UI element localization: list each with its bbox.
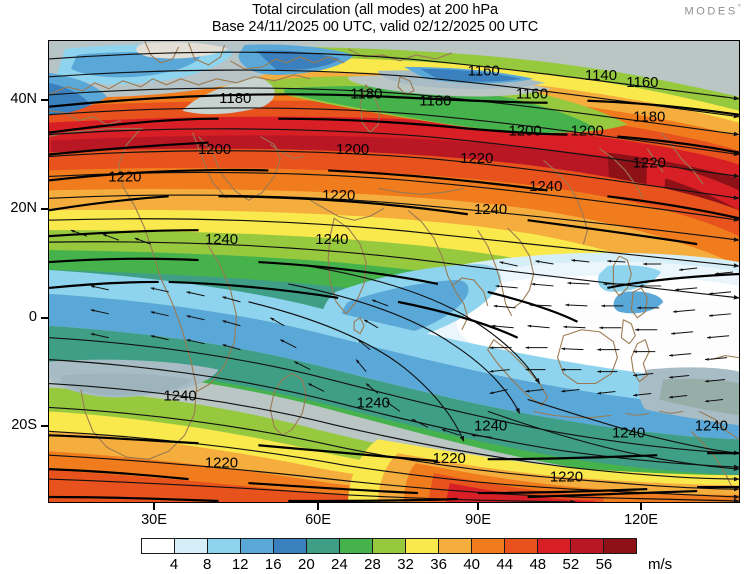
colorbar-tick-52: 52	[562, 556, 580, 573]
y-axis-label-20S: 20S	[11, 417, 37, 433]
colorbar-tick-8: 8	[202, 556, 212, 573]
x-tick-30E	[153, 503, 155, 510]
colorbar-cell-7	[373, 539, 406, 553]
colorbar-cell-2	[208, 539, 241, 553]
contour-label-1240: 1240	[529, 178, 562, 195]
colorbar-cell-1	[175, 539, 208, 553]
colorbar-tick-20: 20	[297, 556, 315, 573]
contour-label-1240: 1240	[315, 231, 348, 248]
colorbar-cell-11	[505, 539, 538, 553]
chart-title-block: Total circulation (all modes) at 200 hPa…	[0, 2, 750, 36]
colorbar-cell-0	[142, 539, 175, 553]
contour-label-1220: 1220	[108, 169, 141, 186]
colorbar-tick-40: 40	[463, 556, 480, 573]
x-tick-60E	[317, 503, 319, 510]
colorbar-tick-16: 16	[264, 556, 282, 573]
contour-label-1220: 1220	[205, 454, 238, 471]
contour-label-1180: 1180	[219, 90, 251, 107]
contour-label-1140: 1140	[585, 67, 617, 84]
contour-label-1220: 1220	[633, 155, 666, 172]
y-axis-label-20N: 20N	[10, 200, 37, 216]
contour-label-1240: 1240	[474, 418, 507, 435]
modes-logo-mark: °	[737, 3, 741, 12]
contour-label-1160: 1160	[626, 74, 658, 91]
colorbar-cell-14	[604, 539, 636, 553]
x-axis-label-60E: 60E	[305, 512, 331, 528]
contour-label-1240: 1240	[205, 231, 238, 248]
colorbar-cell-8	[406, 539, 439, 553]
contour-label-1220: 1220	[322, 187, 355, 204]
colorbar-cell-13	[571, 539, 604, 553]
colorbar-cell-10	[472, 539, 505, 553]
x-axis-label-30E: 30E	[141, 512, 167, 528]
x-tick-90E	[477, 503, 479, 510]
map-plot-area: 1160 1140 1180 1180 1180 1160 1160 1180 1200 1200…	[48, 40, 740, 503]
colorbar-cell-5	[307, 539, 340, 553]
y-tick-40N	[41, 99, 48, 101]
y-axis-label-0: 0	[28, 309, 37, 325]
contour-label-1200: 1200	[571, 122, 604, 139]
colorbar-cell-4	[274, 539, 307, 553]
contour-label-1220: 1220	[433, 450, 466, 467]
contour-label-1200: 1200	[508, 122, 541, 139]
y-tick-0	[41, 317, 48, 319]
contour-label-1240: 1240	[163, 388, 196, 405]
y-tick-20S	[41, 425, 48, 427]
x-axis-label-120E: 120E	[624, 512, 658, 528]
colorbar-cell-12	[538, 539, 571, 553]
y-tick-20N	[41, 208, 48, 210]
contour-label-1240: 1240	[474, 201, 507, 218]
colorbar-tick-48: 48	[529, 556, 547, 573]
colorbar-cell-3	[241, 539, 274, 553]
contour-label-1180: 1180	[419, 93, 451, 110]
x-axis-label-90E: 90E	[465, 512, 491, 528]
colorbar-cell-9	[439, 539, 472, 553]
y-axis-label-40N: 40N	[10, 91, 37, 107]
colorbar-tick-12: 12	[231, 556, 249, 573]
colorbar-tick-32: 32	[397, 556, 414, 573]
contour-label-1220: 1220	[550, 468, 583, 485]
contour-label-1160: 1160	[516, 86, 548, 103]
colorbar-cell-6	[340, 539, 373, 553]
contour-label-1240: 1240	[612, 424, 645, 441]
contour-label-1200: 1200	[198, 141, 231, 158]
chart-subtitle: Base 24/11/2025 00 UTC, valid 02/12/2025…	[211, 19, 539, 35]
contour-label-1240: 1240	[695, 418, 728, 435]
colorbar-tick-36: 36	[430, 556, 447, 573]
modes-logo-text: MODES	[684, 5, 738, 18]
contour-label-layer: 1160 1140 1180 1180 1180 1160 1160 1180 1200 1200…	[108, 63, 728, 486]
chart-title: Total circulation (all modes) at 200 hPa	[252, 2, 498, 18]
colorbar-tick-24: 24	[331, 556, 348, 573]
colorbar-tick-28: 28	[364, 556, 381, 573]
colorbar-units-label: m/s	[648, 556, 673, 573]
colorbar	[141, 538, 637, 554]
contour-label-1160: 1160	[468, 63, 500, 80]
modes-logo: MODES°	[684, 3, 741, 18]
contour-label-1180: 1180	[633, 109, 665, 126]
contour-label-1240: 1240	[357, 395, 390, 412]
colorbar-tick-44: 44	[496, 556, 514, 573]
colorbar-tick-56: 56	[595, 556, 613, 573]
x-tick-120E	[640, 503, 642, 510]
contour-label-1220: 1220	[460, 150, 493, 167]
contour-label-1180: 1180	[350, 86, 382, 103]
map-canvas: 1160 1140 1180 1180 1180 1160 1160 1180 1200 1200…	[49, 41, 739, 502]
height-contour-layer	[49, 93, 739, 502]
contour-label-1200: 1200	[336, 141, 369, 158]
colorbar-tick-4: 4	[169, 556, 179, 573]
